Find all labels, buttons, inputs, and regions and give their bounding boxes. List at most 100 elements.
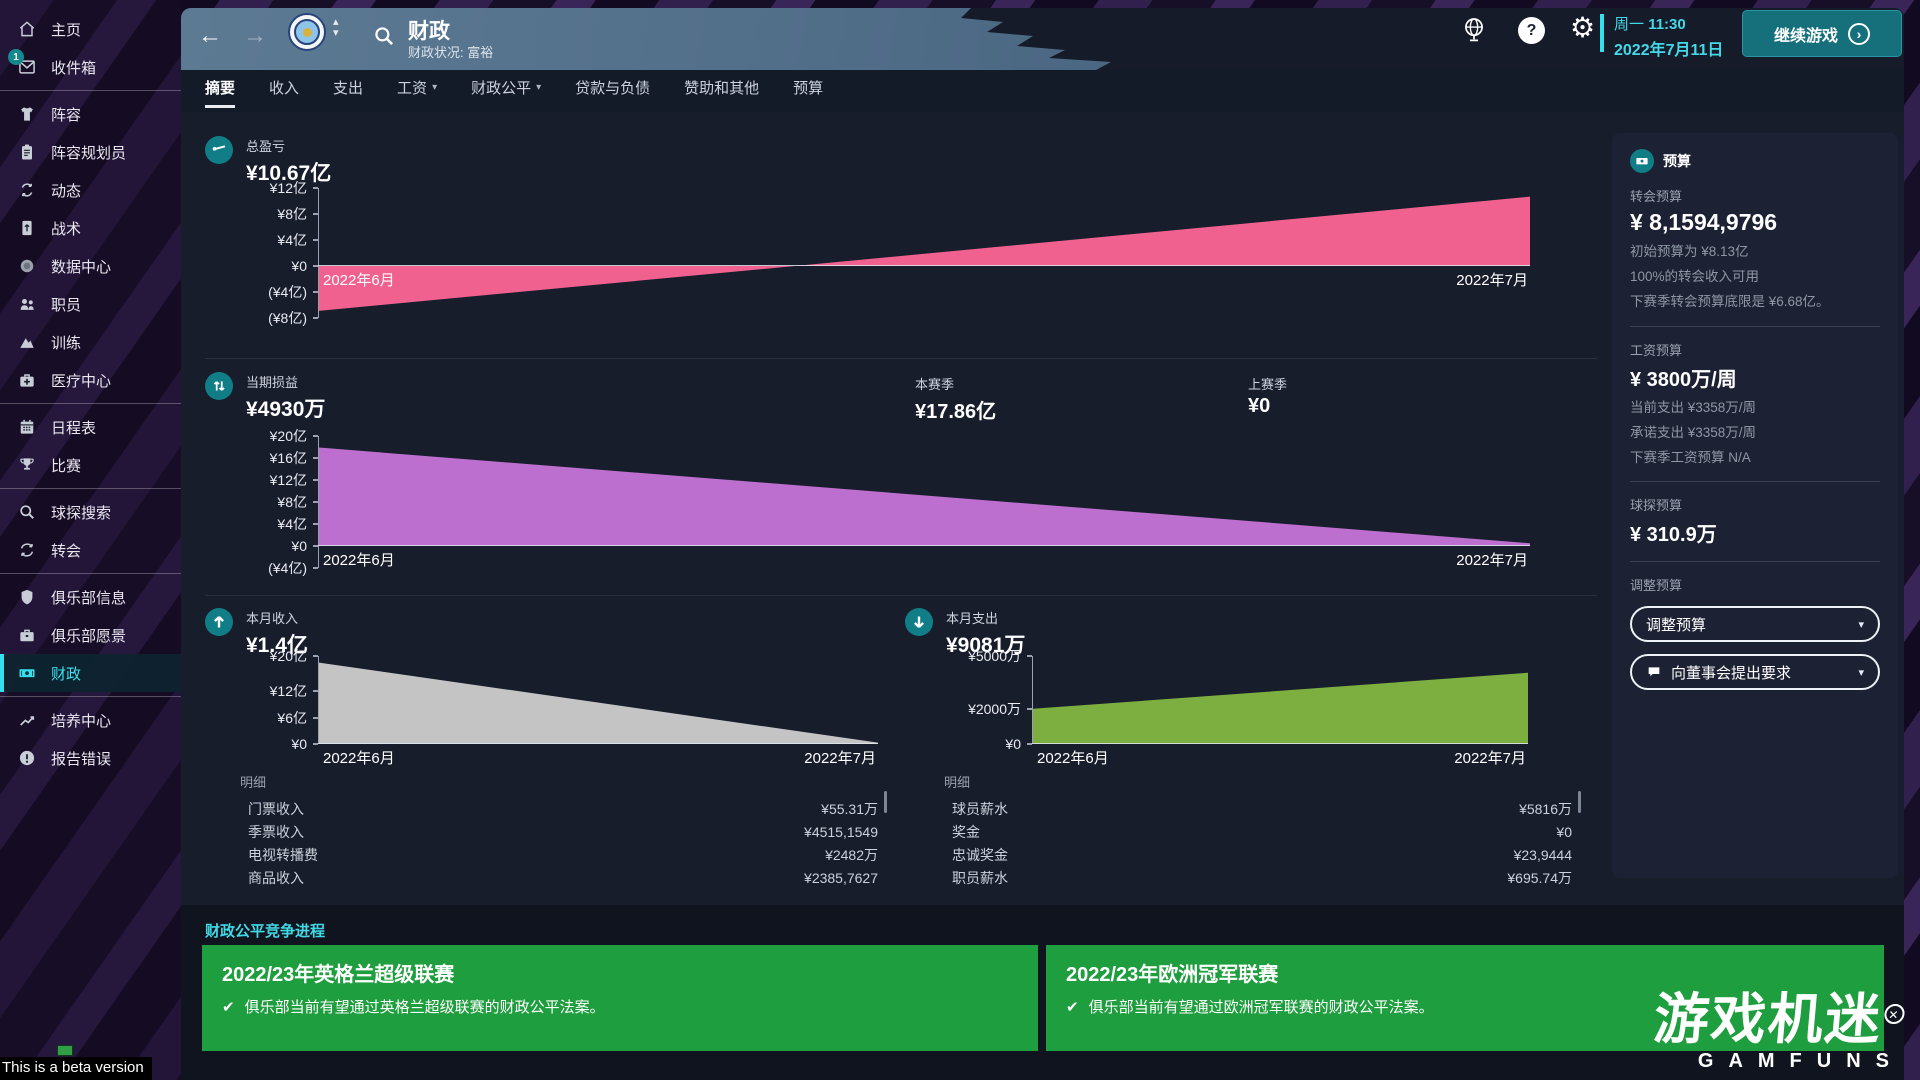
check-icon: ✔	[222, 998, 235, 1016]
profit-loss-chart: ¥20亿 ¥16亿 ¥12亿 ¥8亿 ¥4亿 ¥0 (¥4亿) 2022年6月 2022年7…	[268, 428, 1530, 576]
details-header: 明细	[240, 775, 267, 790]
club-badge-inner	[294, 19, 320, 45]
table-row: 门票收入 ¥55.31万	[248, 800, 878, 817]
sidebar-item-tactics[interactable]: 战术	[0, 209, 181, 247]
tab-summary[interactable]: 摘要	[205, 74, 236, 108]
profit-loss-icon	[205, 372, 233, 400]
sidebar-item-schedule[interactable]: 日程表	[0, 408, 181, 446]
tab-wages[interactable]: 工资 ▾	[397, 80, 438, 97]
transfer-budget-note: 下赛季转会预算底限是 ¥6.68亿。	[1630, 294, 1830, 310]
tab-bar	[181, 70, 1904, 112]
chart-title: 本月支出	[946, 611, 999, 626]
sidebar-item-inbox[interactable]: 1 收件箱	[0, 48, 181, 86]
back-button[interactable]: ←	[198, 22, 222, 49]
transfer-budget-note: 初始预算为 ¥8.13亿	[1630, 244, 1749, 259]
help-icon[interactable]: ?	[1518, 17, 1545, 44]
ffp-section-title: 财政公平竞争进程	[205, 923, 326, 940]
sidebar-item-club-vision[interactable]: 俱乐部愿景	[0, 616, 181, 654]
adjust-budget-label: 调整预算	[1630, 578, 1683, 594]
sidebar-item-label: 培养中心	[51, 712, 112, 730]
settings-gear-icon[interactable]: ⚙	[1570, 12, 1596, 43]
sidebar-item-dynamics[interactable]: 动态	[0, 171, 181, 209]
table-row: 忠诚奖金 ¥23,9444	[952, 846, 1572, 863]
sidebar-item-transfers[interactable]: 转会	[0, 531, 181, 569]
x-axis-label-right: 2022年7月	[804, 750, 876, 767]
income-up-icon	[205, 608, 233, 636]
tab-budget[interactable]: 预算	[793, 80, 824, 97]
sidebar-item-data-hub[interactable]: 数据中心	[0, 247, 181, 285]
adjust-budget-dropdown[interactable]: 调整预算 ▾	[1630, 606, 1880, 643]
transfer-budget-label: 转会预算	[1630, 189, 1683, 204]
adjust-budget-dropdown-label: 调整预算	[1646, 616, 1707, 634]
x-axis-label-left: 2022年6月	[323, 750, 395, 767]
board-request-dropdown[interactable]: 向董事会提出要求 ▾	[1630, 654, 1880, 691]
tab-expenditure[interactable]: 支出	[333, 80, 364, 97]
y-axis-ticks: ¥20亿 ¥16亿 ¥12亿 ¥8亿 ¥4亿 ¥0 (¥4亿)	[220, 428, 318, 576]
search-icon[interactable]	[371, 23, 397, 49]
sidebar-item-squad[interactable]: 阵容	[0, 95, 181, 133]
x-axis-label-left: 2022年6月	[323, 272, 395, 289]
net-profit-head: 总盈亏 ¥10.67亿	[205, 136, 331, 187]
sidebar-item-label: 收件箱	[51, 59, 97, 77]
sidebar-item-home[interactable]: 主页	[0, 10, 181, 48]
watermark-x-icon: ✕	[1883, 1003, 1906, 1024]
sidebar-item-label: 医疗中心	[51, 372, 112, 390]
ffp-panel-title: 2022/23年欧洲冠军联赛	[1066, 964, 1279, 986]
sidebar-item-report-bug[interactable]: 报告错误	[0, 739, 181, 777]
sidebar-item-scouting[interactable]: 球探搜索	[0, 493, 181, 531]
budget-icon	[1630, 149, 1654, 173]
continue-button[interactable]: 继续游戏 ›	[1742, 10, 1902, 57]
ffp-panel-premier-league: 2022/23年英格兰超级联赛 ✔ 俱乐部当前有望通过英格兰超级联赛的财政公平法案…	[202, 945, 1038, 1051]
sidebar-item-development[interactable]: 培养中心	[0, 701, 181, 739]
details-header: 明细	[944, 775, 971, 790]
sidebar-item-finances[interactable]: 财政	[0, 654, 181, 692]
sidebar-item-label: 比赛	[51, 457, 82, 475]
club-vision-icon	[16, 624, 38, 646]
month-income-chart: ¥20亿 ¥12亿 ¥6亿 ¥0 2022年6月 2022年7月	[270, 648, 878, 767]
home-icon	[16, 18, 38, 40]
report-bug-icon	[16, 747, 38, 769]
x-axis-label-right: 2022年7月	[1456, 272, 1528, 289]
globe-icon[interactable]	[1460, 15, 1488, 45]
sidebar-item-label: 财政	[51, 665, 82, 683]
tab-income[interactable]: 收入	[269, 80, 300, 97]
medical-icon	[16, 369, 38, 391]
time-accent-bar	[1600, 14, 1604, 52]
club-stepper[interactable]: ▴ ▾	[333, 17, 339, 39]
tab-ffp[interactable]: 财政公平 ▾	[471, 80, 542, 97]
tab-sponsors-other[interactable]: 赞助和其他	[684, 80, 760, 97]
chart-plot-area	[318, 188, 1530, 318]
sidebar-item-matches[interactable]: 比赛	[0, 446, 181, 484]
finances-tabs: 摘要 收入 支出 工资 ▾ 财政公平 ▾ 贷款与负债 赞助和其他 预算	[205, 74, 823, 108]
month-expense-head: 本月支出 ¥9081万	[905, 608, 1025, 659]
sidebar-separator	[0, 403, 181, 404]
chevron-down-icon: ▾	[333, 27, 339, 39]
sidebar-item-medical[interactable]: 医疗中心	[0, 361, 181, 399]
forward-button[interactable]: →	[243, 22, 267, 49]
panel-divider	[1630, 325, 1880, 327]
month-income-head: 本月收入 ¥1.4亿	[205, 608, 308, 659]
wage-budget-note: 下赛季工资预算 N/A	[1630, 450, 1751, 466]
table-row: 职员薪水 ¥695.74万	[952, 869, 1572, 886]
beta-version-note: This is a beta version	[0, 1057, 152, 1080]
table-row: 奖金 ¥0	[952, 823, 1572, 840]
chart-plot-area	[1032, 656, 1528, 744]
sidebar-separator	[0, 696, 181, 697]
date-label: 2022年7月11日	[1614, 42, 1724, 59]
time-label: 11:30	[1648, 16, 1686, 33]
zero-axis-line	[318, 545, 1530, 546]
sidebar-item-club-info[interactable]: 俱乐部信息	[0, 578, 181, 616]
expense-details-scrollbar[interactable]	[1578, 791, 1581, 813]
sidebar-item-squad-planner[interactable]: 阵容规划员	[0, 133, 181, 171]
sidebar-item-training[interactable]: 训练	[0, 323, 181, 361]
y-axis-ticks: ¥12亿 ¥8亿 ¥4亿 ¥0 (¥4亿) (¥8亿)	[220, 180, 318, 326]
sidebar-separator	[0, 488, 181, 489]
sidebar-item-staff[interactable]: 职员	[0, 285, 181, 323]
club-badge[interactable]	[288, 13, 326, 51]
sidebar-item-label: 阵容	[51, 106, 82, 124]
tab-loans-debt[interactable]: 贷款与负债	[575, 80, 651, 97]
chart-title: 当期损益	[246, 375, 299, 390]
chevron-down-icon: ▾	[536, 82, 542, 93]
income-details-scrollbar[interactable]	[884, 791, 887, 813]
